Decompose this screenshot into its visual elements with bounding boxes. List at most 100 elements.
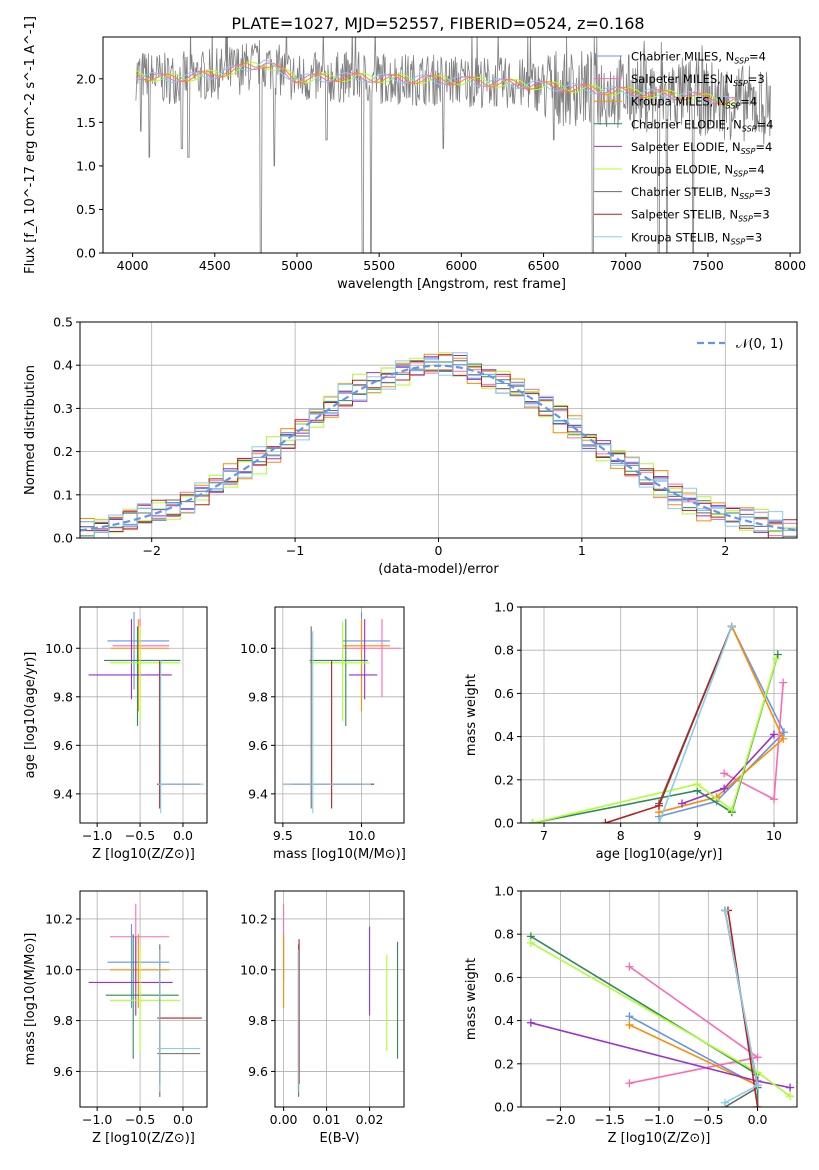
spectrum-xtick-label: 5500 bbox=[363, 258, 395, 273]
age_weight-marker-salpeter_stelib bbox=[601, 819, 610, 823]
z_mass-ylabel: mass [log10(M/M⊙)] bbox=[23, 933, 38, 1066]
z_mass-frame bbox=[79, 890, 208, 1108]
z_weight-marker-kroupa_elodie bbox=[526, 938, 535, 947]
mass_age-ytick-label: 10.0 bbox=[240, 641, 268, 656]
z_age-xtick-label: 0.0 bbox=[173, 828, 193, 843]
ebv_mass-ytick-label: 10.2 bbox=[240, 911, 268, 926]
residuals-axes: −2 −1 0 1 2 0.0 0.1 0.2 0.3 0.4 0.5 (data-model)/er… bbox=[23, 315, 798, 577]
z_weight-ytick-label: 0.8 bbox=[494, 927, 514, 942]
z_weight-ylabel: mass weight bbox=[464, 958, 479, 1040]
spectrum-ytick-label: 0.0 bbox=[76, 246, 96, 261]
z_weight-ytick-label: 0.6 bbox=[494, 970, 514, 985]
residuals-xtick-label: 1 bbox=[578, 543, 586, 558]
z_age-xtick-label: −1.0 bbox=[82, 828, 112, 843]
age_weight-xtick-label: 9 bbox=[693, 828, 701, 843]
z_weight-plot-area bbox=[526, 906, 795, 1107]
age_weight-marker-salpeter_miles bbox=[770, 795, 778, 804]
ebv_mass-xtick-label: 0.01 bbox=[313, 1112, 341, 1127]
z_mass-ytick-label: 9.6 bbox=[53, 1064, 73, 1079]
age_weight-marker-kroupa_elodie bbox=[528, 819, 537, 823]
model-spectrum-kroupa_stelib bbox=[135, 59, 738, 104]
spectrum-xtick-label: 6000 bbox=[445, 258, 477, 273]
z_age-ytick-label: 9.6 bbox=[53, 738, 73, 753]
age_weight-line-kroupa_miles bbox=[658, 626, 785, 813]
residuals-xlabel: (data-model)/error bbox=[378, 562, 499, 577]
residuals-xtick-label: 2 bbox=[721, 543, 729, 558]
residuals-ytick-label: 0.0 bbox=[53, 531, 73, 546]
legend-entry-kroupa_stelib: Kroupa STELIB, NSSP=3 bbox=[631, 230, 762, 246]
z_weight-marker-kroupa_stelib bbox=[721, 906, 730, 915]
legend-entry-salpeter_stelib: Salpeter STELIB, NSSP=3 bbox=[631, 208, 770, 224]
z_weight-xtick-label: −2.0 bbox=[545, 1112, 575, 1127]
z_age-frame bbox=[79, 606, 208, 824]
z_weight-marker-salpeter_elodie bbox=[526, 1018, 535, 1027]
z_age-ytick-label: 10.0 bbox=[45, 641, 73, 656]
age_weight-marker-salpeter_miles bbox=[779, 678, 788, 687]
age_weight-xtick-label: 8 bbox=[617, 828, 625, 843]
mass_age-axes: 9.5 10.0 9.4 9.6 9.8 10.0 mass [log10(M/M⊙)] bbox=[240, 606, 406, 862]
spectrum-legend: Chabrier MILES, NSSP=4 Salpeter MILES, NS… bbox=[594, 50, 773, 246]
age_weight-ytick-label: 0.0 bbox=[494, 816, 514, 831]
z_weight-panel bbox=[521, 890, 797, 1108]
ebv_mass-xtick-label: 0.00 bbox=[270, 1112, 298, 1127]
age_weight-panel bbox=[521, 606, 797, 824]
z_age-plot-area bbox=[88, 611, 204, 814]
spectrum-panel bbox=[135, 37, 771, 253]
age_weight-line-kroupa_elodie bbox=[532, 658, 778, 823]
z_weight-marker-salpeter_miles bbox=[625, 1079, 634, 1088]
spectrum-ytick-label: 1.5 bbox=[76, 115, 96, 130]
ebv_mass-ytick-label: 10.0 bbox=[240, 962, 268, 977]
residuals-ylabel: Normed distribution bbox=[23, 365, 38, 495]
data-spectrum-line bbox=[135, 37, 771, 253]
hist-step-kroupa_stelib bbox=[80, 352, 784, 538]
z_weight-line-kroupa_elodie bbox=[530, 942, 791, 1097]
z_age-panel bbox=[80, 607, 207, 823]
spectrum-xtick-label: 8000 bbox=[774, 258, 806, 273]
age_weight-marker-chabrier_elodie bbox=[773, 650, 782, 659]
spectrum-ytick-label: 1.0 bbox=[76, 158, 96, 173]
residuals-xtick-label: −2 bbox=[142, 543, 160, 558]
spectrum-xtick-label: 6500 bbox=[528, 258, 560, 273]
mass_age-ytick-label: 9.4 bbox=[248, 786, 268, 801]
z_weight-marker-kroupa_stelib bbox=[721, 1098, 730, 1107]
z_mass-ytick-label: 10.0 bbox=[45, 962, 73, 977]
z_mass-xlabel: Z [log10(Z/Z⊙)] bbox=[92, 1131, 195, 1146]
z_weight-marker-salpeter_stelib bbox=[753, 1103, 762, 1107]
z_weight-marker-kroupa_stelib bbox=[753, 1081, 762, 1090]
residuals-ytick-label: 0.2 bbox=[53, 444, 73, 459]
age_weight-axes: 7 8 9 10 0.0 0.2 0.4 0.6 0.8 1.0 age [log10(age/yr… bbox=[464, 600, 798, 862]
residuals-ytick-label: 0.1 bbox=[53, 487, 73, 502]
z_age-xlabel: Z [log10(Z/Z⊙)] bbox=[92, 847, 195, 862]
spectrum-ytick-label: 2.0 bbox=[76, 71, 96, 86]
z_weight-marker-salpeter_miles bbox=[625, 962, 634, 971]
age_weight-marker-salpeter_stelib bbox=[655, 801, 663, 810]
ebv_mass-xlabel: E(B-V) bbox=[319, 1131, 359, 1146]
z_mass-ytick-label: 10.2 bbox=[45, 911, 73, 926]
spectrum-axes: 4000 4500 5000 5500 6000 6500 7000 7500 8000 0.0 0… bbox=[23, 16, 806, 292]
mass_age-plot-area bbox=[282, 611, 401, 814]
spectrum-xtick-label: 4500 bbox=[199, 258, 231, 273]
z_weight-ytick-label: 0.2 bbox=[494, 1056, 514, 1071]
model-spectrum-kroupa_miles bbox=[135, 62, 738, 105]
z_weight-ytick-label: 1.0 bbox=[494, 884, 514, 899]
age_weight-frame bbox=[520, 606, 798, 824]
gaussian-curve bbox=[80, 364, 797, 532]
age_weight-line-salpeter_stelib bbox=[605, 626, 733, 823]
spectrum-xtick-label: 4000 bbox=[117, 258, 149, 273]
z_mass-panel bbox=[80, 891, 207, 1107]
z_age-ylabel: age [log10(age/yr)] bbox=[23, 652, 38, 779]
z_age-xtick-label: −0.5 bbox=[125, 828, 155, 843]
z_mass-plot-area bbox=[88, 903, 202, 1097]
residuals-plot-area bbox=[80, 352, 797, 538]
age_weight-ytick-label: 0.8 bbox=[494, 643, 514, 658]
age_weight-marker-salpeter_elodie bbox=[678, 799, 686, 808]
z_weight-line-chabrier_miles bbox=[629, 910, 759, 1087]
age_weight-marker-salpeter_elodie bbox=[720, 784, 729, 793]
z_mass-xtick-label: 0.0 bbox=[173, 1112, 193, 1127]
age_weight-plot-area bbox=[528, 622, 788, 823]
legend-entry-gaussian: 𝒩(0, 1) bbox=[736, 337, 783, 352]
ebv_mass-ytick-label: 9.8 bbox=[248, 1013, 268, 1028]
model-spectrum-salpeter_miles bbox=[135, 62, 738, 105]
legend-entry-salpeter_miles: Salpeter MILES, NSSP=3 bbox=[631, 72, 765, 88]
z_weight-xtick-label: −1.0 bbox=[644, 1112, 674, 1127]
